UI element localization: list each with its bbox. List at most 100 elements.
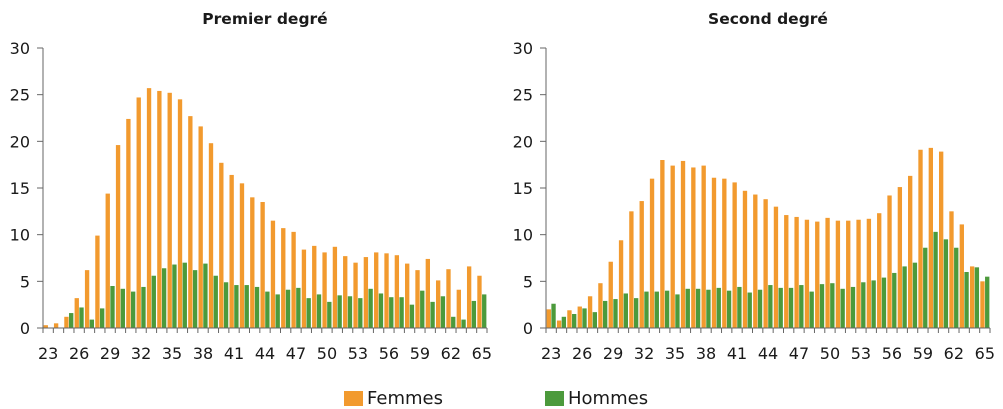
- bar-femmes-64: [466, 266, 472, 328]
- bar-femmes-46: [281, 228, 286, 328]
- bar-hommes-46: [285, 289, 291, 328]
- bar-hommes-33: [654, 291, 659, 328]
- bar-femmes-34: [157, 90, 162, 328]
- bar-hommes-23: [551, 303, 556, 328]
- bar-femmes-37: [691, 167, 696, 328]
- bar-femmes-50: [825, 217, 830, 328]
- bar-hommes-27: [89, 319, 95, 328]
- bar-femmes-62: [949, 211, 954, 328]
- bar-femmes-62: [446, 269, 451, 328]
- bar-femmes-59: [918, 149, 923, 328]
- bar-hommes-45: [778, 287, 783, 328]
- bar-femmes-24: [53, 323, 59, 328]
- legend-swatch-hommes: [545, 390, 564, 406]
- y-tick-label: 5: [523, 272, 533, 291]
- bar-hommes-61: [440, 296, 446, 328]
- x-tick-label: 56: [379, 344, 399, 363]
- bar-hommes-55: [378, 293, 384, 328]
- bar-femmes-39: [208, 143, 214, 328]
- legend-swatch-femmes: [344, 390, 363, 406]
- bar-femmes-57: [394, 255, 400, 328]
- bar-hommes-41: [234, 285, 239, 328]
- bar-femmes-65: [477, 275, 482, 328]
- bar-femmes-53: [353, 262, 358, 328]
- bar-femmes-29: [608, 261, 613, 328]
- y-tick-label: 20: [513, 132, 533, 151]
- x-tick-label: 50: [820, 344, 840, 363]
- bar-hommes-29: [613, 299, 618, 328]
- bar-hommes-57: [902, 266, 907, 328]
- x-tick-label: 65: [472, 344, 492, 363]
- bar-femmes-43: [250, 197, 255, 328]
- bar-hommes-40: [223, 282, 229, 328]
- bar-hommes-34: [161, 268, 167, 328]
- bar-hommes-39: [716, 287, 721, 328]
- bar-hommes-27: [592, 312, 598, 328]
- bar-hommes-60: [430, 301, 435, 328]
- bar-femmes-32: [639, 201, 644, 328]
- bar-hommes-43: [254, 286, 260, 328]
- bar-femmes-57: [897, 187, 903, 328]
- bar-hommes-37: [192, 270, 198, 328]
- bar-femmes-44: [763, 199, 768, 328]
- bar-hommes-30: [623, 293, 628, 328]
- bar-femmes-42: [239, 183, 245, 328]
- bar-femmes-50: [322, 252, 327, 328]
- bar-femmes-28: [95, 235, 100, 328]
- bar-hommes-35: [172, 264, 177, 328]
- bar-hommes-31: [130, 291, 136, 328]
- x-tick-label: 26: [572, 344, 592, 363]
- bar-femmes-34: [660, 160, 665, 328]
- bar-femmes-32: [136, 97, 141, 328]
- bar-hommes-28: [602, 300, 608, 328]
- bar-femmes-31: [126, 118, 131, 328]
- bar-hommes-32: [141, 286, 146, 328]
- bar-femmes-60: [425, 258, 431, 328]
- bar-femmes-30: [618, 240, 624, 328]
- bar-hommes-41: [737, 286, 742, 328]
- bar-hommes-25: [572, 314, 577, 328]
- bar-femmes-56: [887, 195, 892, 328]
- bar-hommes-35: [675, 294, 680, 328]
- bar-hommes-47: [799, 285, 804, 328]
- bar-femmes-48: [301, 249, 307, 328]
- bar-femmes-41: [732, 182, 737, 328]
- bar-hommes-56: [389, 297, 394, 328]
- bar-femmes-33: [146, 88, 152, 328]
- bar-hommes-61: [943, 239, 949, 328]
- bar-hommes-37: [695, 288, 701, 328]
- bar-hommes-53: [358, 298, 363, 328]
- x-tick-label: 35: [162, 344, 182, 363]
- bar-femmes-36: [680, 160, 686, 328]
- y-tick-label: 25: [513, 86, 533, 105]
- bar-hommes-36: [182, 262, 187, 328]
- x-tick-label: 50: [317, 344, 337, 363]
- bar-femmes-58: [908, 175, 913, 328]
- bar-femmes-35: [167, 92, 172, 328]
- bar-hommes-64: [471, 300, 477, 328]
- x-tick-label: 62: [944, 344, 964, 363]
- bar-femmes-53: [856, 219, 861, 328]
- bar-hommes-52: [347, 296, 353, 328]
- bar-hommes-47: [296, 287, 301, 328]
- bar-femmes-52: [846, 220, 851, 328]
- bar-femmes-51: [835, 220, 841, 328]
- bar-femmes-61: [938, 151, 944, 328]
- bar-femmes-58: [405, 263, 410, 328]
- bar-hommes-50: [830, 283, 835, 328]
- y-tick-label: 30: [513, 39, 533, 58]
- bar-hommes-38: [203, 263, 208, 328]
- bar-femmes-26: [74, 298, 79, 328]
- x-tick-label: 41: [224, 344, 244, 363]
- bar-femmes-46: [784, 215, 789, 328]
- bar-hommes-25: [69, 313, 74, 328]
- bar-femmes-40: [219, 162, 224, 328]
- x-tick-label: 41: [727, 344, 747, 363]
- bar-hommes-54: [871, 280, 876, 328]
- x-tick-label: 59: [913, 344, 933, 363]
- bar-hommes-49: [819, 284, 825, 328]
- y-tick-label: 30: [10, 39, 30, 58]
- bar-hommes-64: [974, 267, 980, 328]
- bar-femmes-35: [670, 165, 675, 328]
- x-tick-label: 53: [348, 344, 368, 363]
